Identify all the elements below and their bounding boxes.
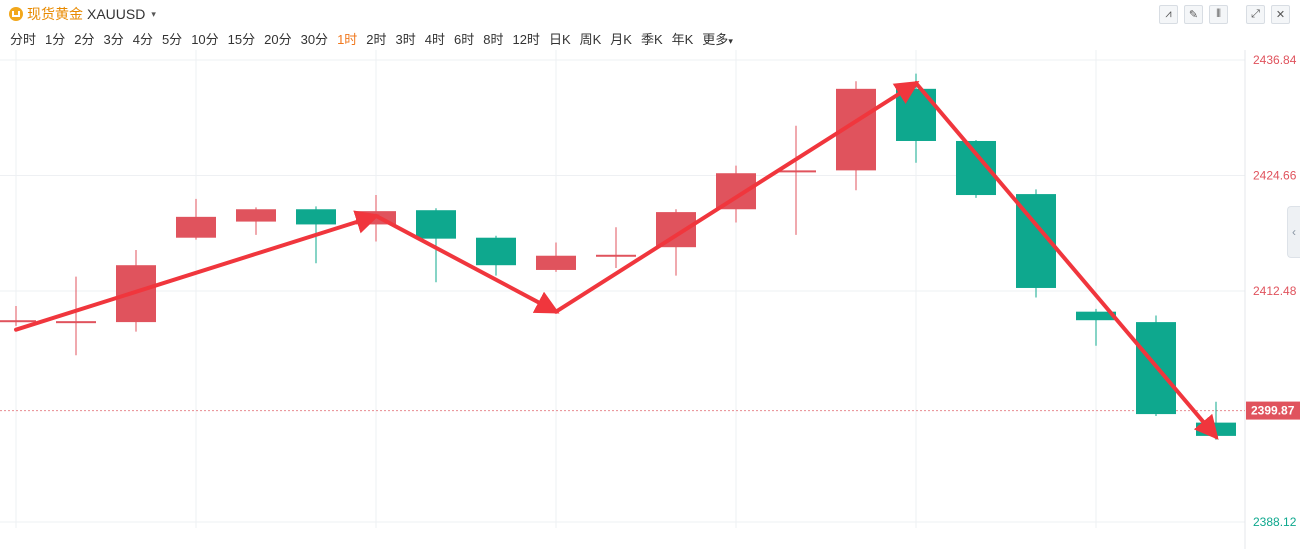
period-tab[interactable]: 季K <box>640 32 663 47</box>
current-price-tag <box>1246 401 1300 420</box>
pen-tool-icon: ✎ <box>1188 9 1199 21</box>
period-tab[interactable]: 3分 <box>103 32 124 47</box>
line-tool-icon: ⩘ <box>1165 8 1172 20</box>
close-icon: ✕ <box>1275 9 1286 21</box>
trend-arrows <box>14 80 1219 440</box>
candle-body <box>296 209 336 225</box>
instrument-symbol: XAUUSD <box>87 6 146 22</box>
candle-body <box>236 209 276 222</box>
period-tab[interactable]: 8时 <box>483 32 504 47</box>
candle-body <box>596 254 636 257</box>
candle-body <box>656 212 696 248</box>
line-tool-button[interactable]: ⩘ <box>1159 5 1178 24</box>
period-tabs: 分时 1分 2分 3分 4分 5分 10分 15分 20分 30分 1时 2时 3时 4时 6时 8时 12时日… <box>10 29 742 48</box>
fullscreen-icon: ⤢ <box>1251 8 1260 20</box>
chevron-down-icon: ▾ <box>728 36 733 46</box>
price-tick-label: 2412.48 <box>1253 284 1297 298</box>
toolbar: ⩘ ✎ ⫴ ⤢ ✕ <box>1159 5 1290 24</box>
period-tab[interactable]: 日K <box>548 32 571 47</box>
period-tab[interactable]: 年K <box>671 32 694 47</box>
period-tab[interactable]: 2时 <box>366 32 387 47</box>
candle-style-icon: ⫴ <box>1216 8 1221 20</box>
price-tick-label: 2388.12 <box>1253 515 1297 529</box>
period-tab[interactable]: 20分 <box>264 32 292 47</box>
candle-body <box>416 210 456 239</box>
period-tab[interactable]: 3时 <box>395 32 416 47</box>
price-tick-label: 2436.84 <box>1253 53 1297 67</box>
candle-body <box>56 321 96 324</box>
period-tab[interactable]: 月K <box>610 32 632 47</box>
candle-body <box>716 173 756 210</box>
chevron-left-icon: ‹ <box>1292 225 1296 239</box>
candle-body <box>1076 311 1116 321</box>
candle-body <box>0 320 36 323</box>
period-tab[interactable]: 10分 <box>191 32 219 47</box>
gold-icon <box>9 7 23 21</box>
pen-tool-button[interactable]: ✎ <box>1184 5 1203 24</box>
trend-arrow <box>914 81 1219 440</box>
grid-lines <box>0 50 1246 549</box>
candlestick-chart: 2436.84 2424.66 2412.48 2388.12 2399.87 <box>0 50 1300 549</box>
period-tab[interactable]: 2分 <box>74 32 95 47</box>
period-tab[interactable]: 1时 <box>337 32 358 47</box>
candles <box>0 73 1236 440</box>
period-tab[interactable]: 4时 <box>424 32 445 47</box>
fullscreen-button[interactable]: ⤢ <box>1246 5 1265 24</box>
candle-body <box>176 216 216 238</box>
candle-body <box>776 170 816 173</box>
period-tab[interactable]: 6时 <box>454 32 475 47</box>
close-button[interactable]: ✕ <box>1271 5 1290 24</box>
period-tab[interactable]: 1分 <box>45 32 66 47</box>
trend-arrow <box>14 210 380 332</box>
instrument-name: 现货黄金 <box>27 6 83 22</box>
period-tab[interactable]: 12时 <box>512 32 540 47</box>
candle-body <box>536 255 576 270</box>
chart-header: 现货黄金 XAUUSD ▾ ⩘ ✎ ⫴ ⤢ ✕ <box>0 0 1300 26</box>
more-periods-label: 更多 <box>702 32 729 47</box>
side-panel-toggle[interactable]: ‹ <box>1287 206 1300 258</box>
chevron-down-icon: ▾ <box>151 8 156 19</box>
price-scale: 2436.84 2424.66 2412.48 2388.12 2399.87 <box>1246 53 1300 529</box>
candle-body <box>476 237 516 266</box>
price-tick-label: 2424.66 <box>1253 169 1297 183</box>
trend-arrow <box>554 80 920 314</box>
period-tab[interactable]: 5分 <box>161 32 183 47</box>
period-tab[interactable]: 30分 <box>300 32 329 47</box>
period-tab[interactable]: 15分 <box>227 32 256 47</box>
period-tab[interactable]: 周K <box>579 32 602 47</box>
period-tab[interactable]: 分时 <box>10 32 37 47</box>
candle-style-button[interactable]: ⫴ <box>1209 5 1228 24</box>
more-periods-button[interactable]: 更多▾ <box>702 29 733 48</box>
current-price-label: 2399.87 <box>1251 404 1295 418</box>
symbol-selector[interactable]: 现货黄金 XAUUSD ▾ <box>9 4 156 24</box>
trend-arrow <box>374 213 560 314</box>
period-tab[interactable]: 4分 <box>132 32 153 47</box>
